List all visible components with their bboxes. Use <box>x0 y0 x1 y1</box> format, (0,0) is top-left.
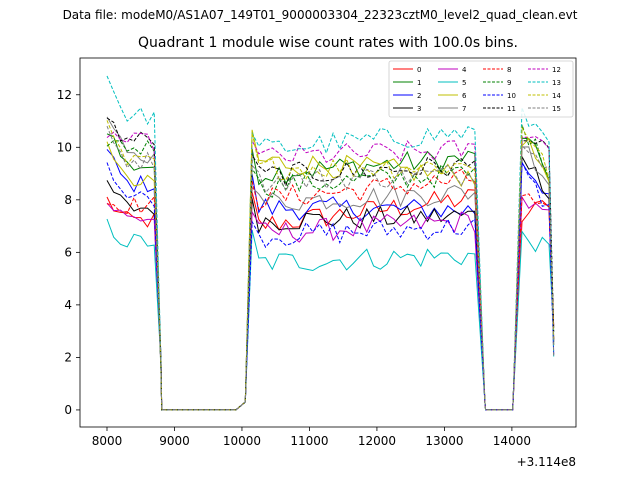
series-line-2 <box>106 149 555 411</box>
legend-label-9: 9 <box>507 79 511 87</box>
x-axis: 8000 9000 10000 11000 12000 13000 14000 <box>92 427 531 448</box>
series-line-14 <box>106 120 555 411</box>
series-line-8 <box>106 168 555 411</box>
y-tick-label: 0 <box>64 403 72 417</box>
y-tick-label: 12 <box>57 88 72 102</box>
legend-label-12: 12 <box>552 66 561 74</box>
legend-label-13: 13 <box>552 79 561 87</box>
legend-label-4: 4 <box>462 66 467 74</box>
x-tick-label: 8000 <box>92 434 123 448</box>
y-tick-label: 6 <box>64 245 72 259</box>
x-tick-label: 13000 <box>425 434 463 448</box>
legend-label-10: 10 <box>507 92 516 100</box>
x-axis-offset-label: +3.114e8 <box>517 455 576 469</box>
x-tick-label: 10000 <box>223 434 261 448</box>
series-line-0 <box>106 189 555 411</box>
series-line-15 <box>106 125 555 411</box>
legend-label-2: 2 <box>417 92 421 100</box>
figure-suptitle: Data file: modeM0/AS1A07_149T01_90000033… <box>62 8 578 22</box>
series-line-13 <box>106 75 555 411</box>
series-line-6 <box>106 129 555 411</box>
series-line-5 <box>106 218 555 411</box>
y-tick-label: 4 <box>64 298 72 312</box>
legend-label-5: 5 <box>462 79 466 87</box>
x-tick-label: 11000 <box>290 434 328 448</box>
series-line-3 <box>106 154 555 411</box>
y-axis: 0 2 4 6 8 10 12 <box>57 88 80 417</box>
legend-label-3: 3 <box>417 105 421 113</box>
legend-label-6: 6 <box>462 92 467 100</box>
legend-label-7: 7 <box>462 105 466 113</box>
legend-label-14: 14 <box>552 92 561 100</box>
series-line-11 <box>106 117 555 411</box>
y-tick-label: 10 <box>57 140 72 154</box>
legend-label-1: 1 <box>417 79 421 87</box>
x-tick-label: 14000 <box>493 434 531 448</box>
y-tick-label: 2 <box>64 350 72 364</box>
plot-frame <box>79 57 577 428</box>
x-tick-label: 12000 <box>358 434 396 448</box>
legend-label-0: 0 <box>417 66 421 74</box>
legend-label-8: 8 <box>507 66 511 74</box>
chart-title: Quadrant 1 module wise count rates with … <box>138 35 518 51</box>
series-line-7 <box>106 116 555 411</box>
legend-box <box>388 60 574 118</box>
series-lines <box>106 75 555 411</box>
y-tick-label: 8 <box>64 193 72 207</box>
legend-label-11: 11 <box>507 105 516 113</box>
x-tick-label: 9000 <box>159 434 190 448</box>
legend-label-15: 15 <box>552 105 561 113</box>
